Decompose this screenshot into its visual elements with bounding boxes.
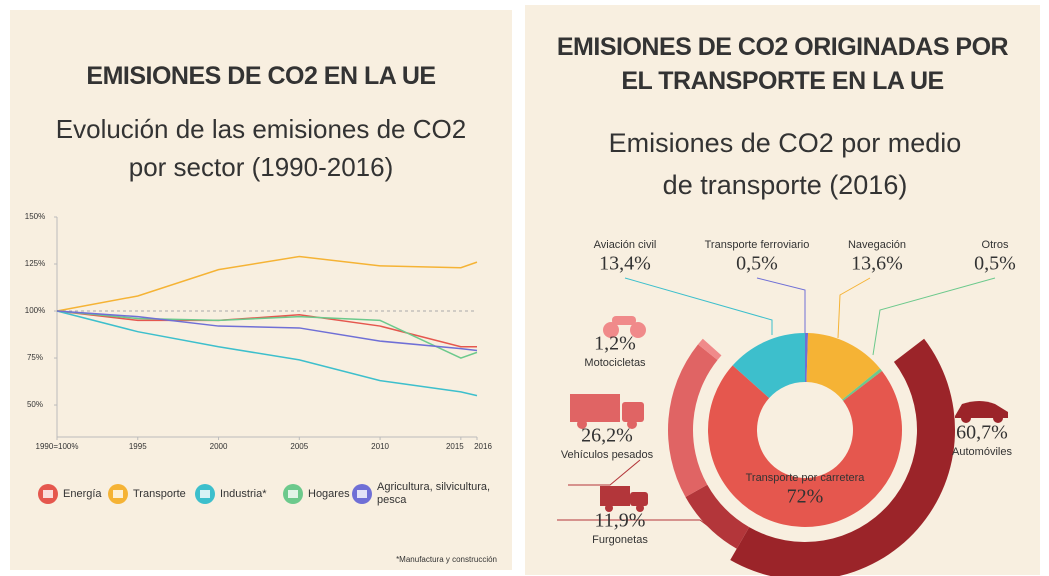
legend-icon [113,490,123,498]
donut-segment [842,368,883,401]
series-line [56,255,478,312]
left-panel [10,10,512,570]
legend-label: Agricultura, silvicultura, pesca [377,481,490,506]
y-tick-label: 125% [25,259,45,268]
y-tick-label: 150% [25,212,45,221]
value-label: 11,9% [595,510,646,532]
category-label: Navegación [848,239,906,251]
chart-subtitle: Evolución de las emisiones de CO2 por se… [55,114,467,182]
x-tick-label: 2010 [371,442,389,451]
x-tick-label: 2000 [210,442,228,451]
legend-label: Transporte [133,488,186,500]
donut-segment [806,333,881,400]
x-tick-label: 1990=100% [36,442,79,451]
chart-subtitle: Emisiones de CO2 por medio de transporte… [608,128,962,200]
category-label: Vehículos pesados [561,449,654,461]
value-label: 13,6% [851,253,903,275]
y-tick-label: 75% [27,353,43,362]
value-label: 0,5% [974,253,1016,275]
breakdown-segment [698,338,722,361]
x-tick-label: 2016 [474,442,492,451]
value-label: 60,7% [956,422,1008,444]
chart-title: EMISIONES DE CO2 EN LA UE [86,62,436,90]
legend-icon [288,490,298,498]
legend-label-line: pesca [377,494,407,506]
footnote: *Manufactura y construcción [396,555,497,564]
value-label: 1,2% [594,333,636,355]
donut-segment [805,333,809,383]
icons [570,316,1008,512]
value-label: 26,2% [581,425,633,447]
breakdown-segment [730,338,955,576]
category-label: Automóviles [952,446,1012,458]
chart-title: EMISIONES DE CO2 ORIGINADAS POR EL TRANS… [556,33,1009,95]
category-label: Transporte por carretera [746,472,866,484]
legend-label: Hogares [308,488,350,500]
category-label: Motocicletas [584,357,646,369]
series-line [56,310,477,348]
y-tick-label: 50% [27,400,43,409]
series-line [56,310,478,352]
category-label: Transporte ferroviario [705,239,810,251]
donut-segment [732,333,805,399]
value-label: 0,5% [736,253,778,275]
legend-label-line: Agricultura, silvicultura, [377,481,490,493]
breakdown-segment [685,484,750,549]
category-label: Otros [982,239,1009,251]
breakdown-segment [668,344,718,497]
legend-label: Energía [63,488,102,500]
category-label: Aviación civil [594,239,657,251]
donut-segment [708,365,903,527]
legend-label: Industria* [220,488,267,500]
x-tick-label: 1995 [129,442,147,451]
series-line [56,310,478,359]
x-tick-label: 2015 [446,442,464,451]
x-tick-label: 2005 [290,442,308,451]
y-tick-label: 100% [25,306,45,315]
legend-icon [357,490,367,498]
legend-icon [200,490,210,498]
legend-icon [43,490,53,498]
value-label: 72% [787,486,824,508]
category-label: Furgonetas [592,534,648,546]
value-label: 13,4% [599,253,651,275]
series-line [56,310,478,397]
